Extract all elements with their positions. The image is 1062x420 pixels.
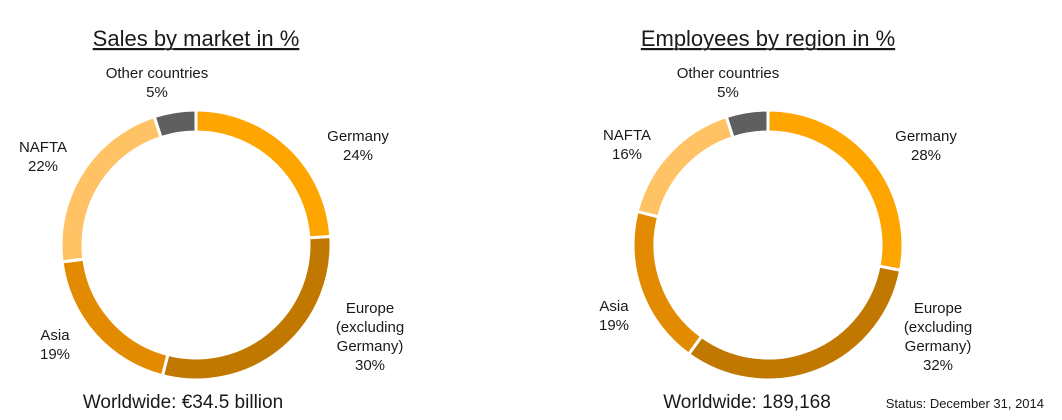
label-nafta: NAFTA 16% bbox=[603, 127, 651, 163]
slice-asia bbox=[60, 257, 170, 378]
label-europe-excluding-germany: Europe (excluding Germany) 30% bbox=[336, 300, 404, 374]
slice-asia bbox=[631, 209, 704, 357]
label-europe-excluding-germany: Europe (excluding Germany) 32% bbox=[904, 300, 972, 374]
label-asia: Asia 19% bbox=[40, 327, 70, 363]
label-germany: Germany 28% bbox=[895, 128, 957, 164]
slice-nafta bbox=[59, 114, 163, 264]
slice-nafta bbox=[635, 114, 735, 219]
label-other-countries: Other countries 5% bbox=[106, 65, 209, 101]
slice-other-countries bbox=[152, 108, 198, 140]
slice-germany bbox=[194, 108, 333, 240]
chart-1: Sales by market in % Germany 24% Europe (exc… bbox=[19, 26, 404, 413]
label-nafta: NAFTA 22% bbox=[19, 139, 67, 175]
chart-2: Employees by region in % Germany 28% Europe… bbox=[599, 26, 972, 413]
label-other-countries: Other countries 5% bbox=[677, 65, 780, 101]
label-germany: Germany 24% bbox=[327, 128, 389, 164]
worldwide-total: Worldwide: €34.5 billion bbox=[83, 392, 283, 413]
status-note: Status: December 31, 2014 bbox=[886, 396, 1044, 411]
chart-title: Employees by region in % bbox=[641, 26, 895, 51]
slice-europe-excluding-germany bbox=[160, 234, 333, 382]
worldwide-total: Worldwide: 189,168 bbox=[663, 392, 831, 413]
slice-other-countries bbox=[724, 108, 770, 140]
slice-europe-excluding-germany bbox=[686, 264, 903, 382]
slice-germany bbox=[766, 108, 905, 273]
label-asia: Asia 19% bbox=[599, 298, 629, 334]
chart-title: Sales by market in % bbox=[93, 26, 300, 51]
